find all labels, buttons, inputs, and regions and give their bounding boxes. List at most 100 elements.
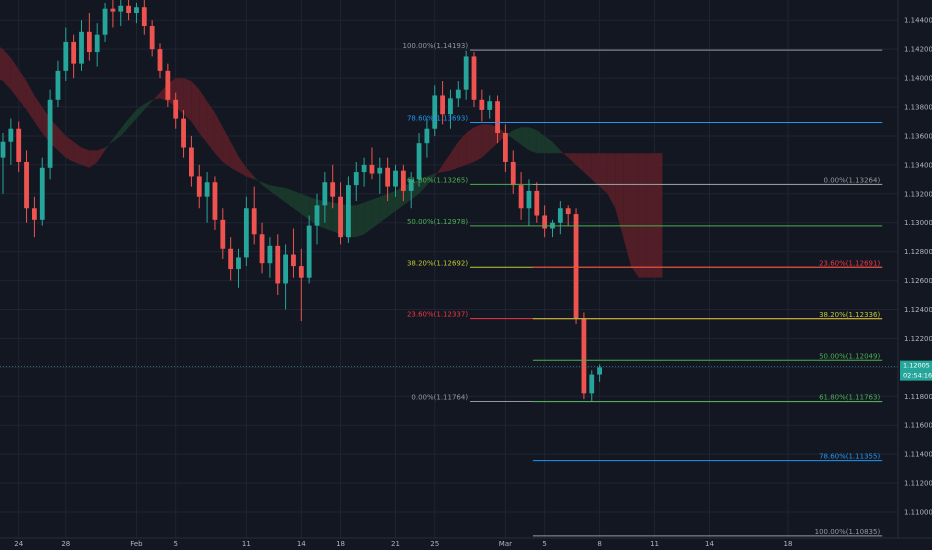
candle[interactable]	[573, 208, 579, 324]
candle[interactable]	[204, 172, 210, 223]
candle[interactable]	[377, 157, 383, 194]
candle[interactable]	[243, 196, 249, 267]
candle[interactable]	[463, 50, 469, 100]
candle[interactable]	[346, 176, 351, 243]
candle[interactable]	[557, 201, 563, 235]
candle[interactable]	[408, 172, 414, 209]
candle-body	[455, 89, 461, 99]
candle[interactable]	[86, 13, 92, 61]
candle[interactable]	[24, 150, 29, 223]
candle[interactable]	[118, 0, 124, 27]
candle[interactable]	[361, 157, 367, 187]
candle[interactable]	[440, 80, 445, 125]
candle[interactable]	[63, 27, 69, 81]
candle[interactable]	[212, 176, 218, 230]
candle-body	[212, 182, 218, 220]
candle[interactable]	[306, 215, 312, 284]
time-tick-label: 8	[597, 540, 601, 548]
candle[interactable]	[236, 248, 241, 288]
candle-body	[298, 266, 304, 278]
candle[interactable]	[487, 95, 493, 119]
candle[interactable]	[291, 228, 296, 278]
candle[interactable]	[228, 237, 234, 281]
candle[interactable]	[581, 312, 587, 400]
candle[interactable]	[495, 95, 500, 144]
candle[interactable]	[173, 92, 179, 129]
candle[interactable]	[32, 196, 37, 238]
candle[interactable]	[0, 133, 6, 194]
candle[interactable]	[39, 157, 45, 226]
time-tick-label: 18	[336, 540, 345, 548]
candle[interactable]	[369, 147, 375, 180]
candle[interactable]	[259, 222, 265, 274]
candle[interactable]	[338, 182, 343, 245]
candle[interactable]	[79, 20, 84, 71]
candle[interactable]	[102, 2, 108, 42]
candle[interactable]	[220, 208, 226, 259]
candle-body	[220, 219, 226, 249]
candle-body	[385, 167, 391, 187]
candle[interactable]	[353, 161, 359, 202]
candle[interactable]	[510, 150, 516, 194]
candle[interactable]	[542, 205, 548, 238]
candle[interactable]	[110, 0, 116, 28]
fib-level-label: 38.20%(1.12336)	[819, 311, 880, 319]
candle[interactable]	[71, 34, 77, 79]
candle[interactable]	[518, 172, 524, 220]
cloud-segment	[654, 153, 663, 278]
cloud-segment	[426, 173, 435, 186]
fibonacci-retracements[interactable]: 100.00%(1.14193) 78.60%(1.13693) 61.80%(1.…	[0, 42, 898, 537]
candle[interactable]	[322, 172, 328, 223]
candle[interactable]	[181, 109, 186, 158]
candle[interactable]	[149, 20, 155, 57]
candle[interactable]	[393, 164, 398, 197]
candle[interactable]	[400, 164, 406, 202]
candle[interactable]	[16, 121, 22, 173]
cloud-segment	[646, 153, 655, 278]
candle[interactable]	[267, 237, 273, 278]
candle[interactable]	[479, 89, 485, 122]
candle[interactable]	[455, 80, 461, 108]
candle[interactable]	[165, 63, 171, 108]
candle[interactable]	[432, 85, 438, 136]
candle[interactable]	[47, 89, 53, 180]
candle[interactable]	[141, 0, 147, 35]
candle[interactable]	[471, 52, 477, 108]
candle[interactable]	[126, 0, 131, 21]
candle[interactable]	[8, 118, 14, 165]
candle[interactable]	[134, 2, 139, 24]
fib-level-label: 0.00%(1.11764)	[411, 393, 468, 401]
candle[interactable]	[597, 364, 602, 382]
candle[interactable]	[330, 164, 336, 209]
candle[interactable]	[314, 193, 320, 245]
candle[interactable]	[526, 179, 532, 226]
cloud-segment	[238, 156, 247, 177]
cloud-segment	[356, 202, 365, 238]
candle[interactable]	[189, 135, 194, 187]
candle-body	[243, 208, 249, 258]
candle[interactable]	[283, 244, 288, 310]
candle[interactable]	[534, 182, 540, 223]
candle[interactable]	[424, 118, 430, 158]
price-tick-label: 1.13200	[904, 190, 932, 198]
candles[interactable]	[0, 0, 602, 403]
candle-body	[149, 26, 155, 50]
candle[interactable]	[448, 89, 453, 129]
candle[interactable]	[589, 370, 595, 403]
candle[interactable]	[251, 186, 257, 245]
candle[interactable]	[565, 205, 571, 226]
candle[interactable]	[275, 234, 281, 296]
candle[interactable]	[94, 23, 100, 67]
candle-body	[8, 128, 14, 142]
candle[interactable]	[157, 43, 163, 79]
candle[interactable]	[196, 164, 202, 209]
candle-body	[346, 185, 351, 238]
candle[interactable]	[503, 124, 508, 173]
candle-body	[448, 98, 453, 115]
candle[interactable]	[416, 133, 422, 187]
candle[interactable]	[385, 157, 391, 202]
candle[interactable]	[298, 248, 304, 322]
candle[interactable]	[55, 60, 61, 108]
